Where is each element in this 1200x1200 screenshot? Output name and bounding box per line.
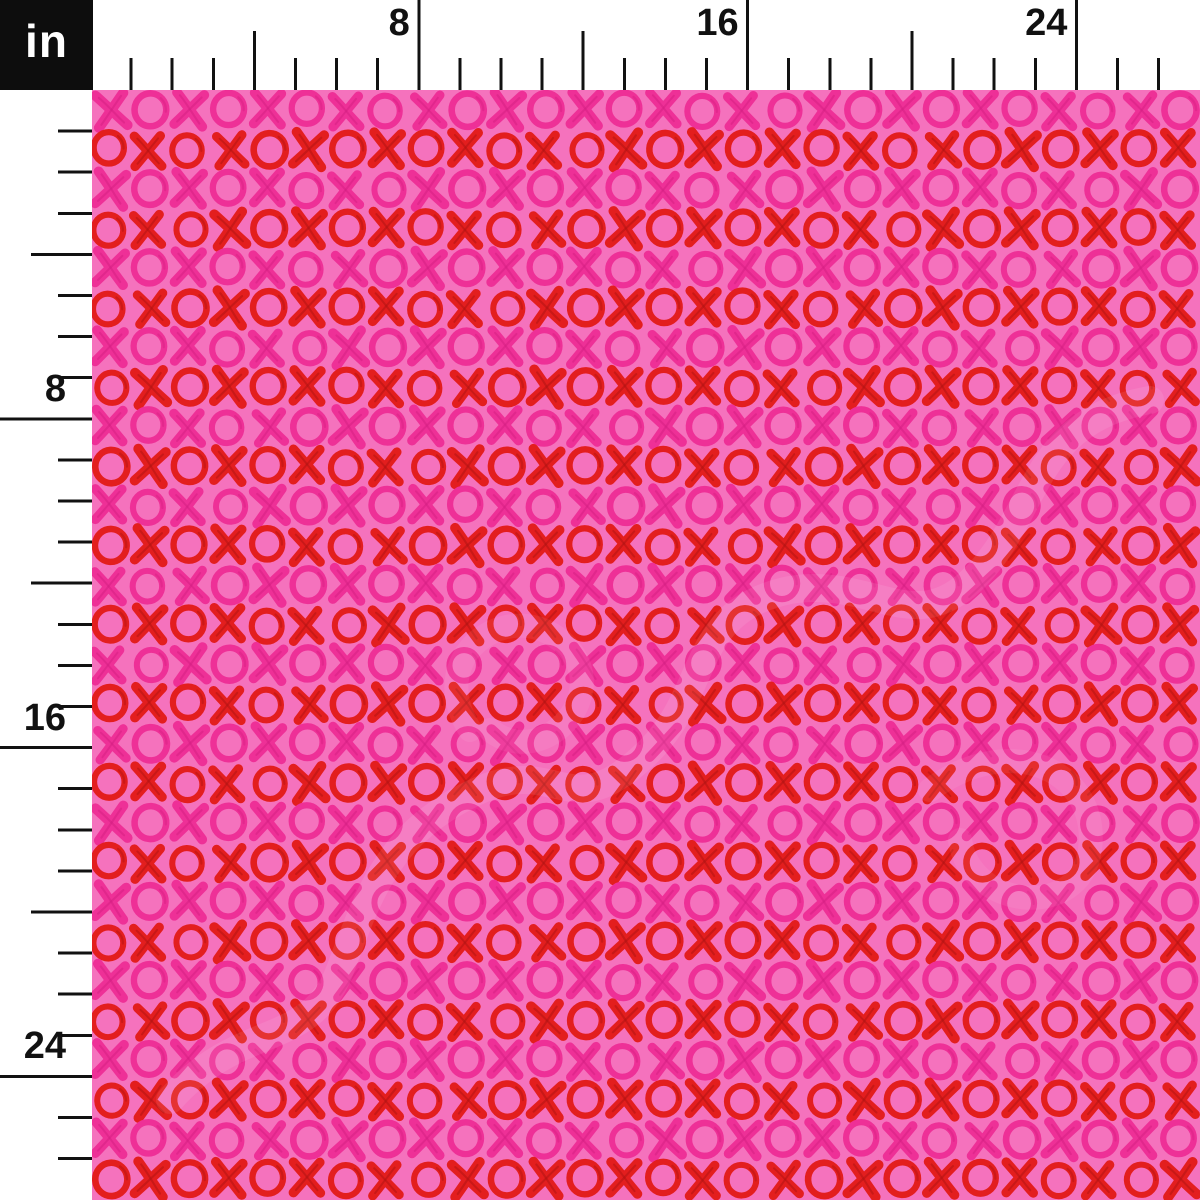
- xoxo-pattern-svg: [90, 90, 1200, 1200]
- top-ruler: 8 16 24: [0, 0, 1200, 90]
- left-ruler-ticks: [0, 129, 92, 1161]
- fabric-swatch: [90, 90, 1200, 1200]
- top-ruler-label-24: 24: [1025, 2, 1068, 44]
- left-ruler-label-24: 24: [23, 1025, 66, 1068]
- top-ruler-label-16: 16: [696, 2, 739, 44]
- unit-label-box: in: [0, 0, 93, 90]
- left-ruler: 8 16 24: [0, 0, 92, 1200]
- top-ruler-ticks: [129, 0, 1161, 90]
- unit-label: in: [25, 15, 68, 67]
- top-ruler-label-8: 8: [388, 2, 410, 44]
- left-ruler-label-8: 8: [44, 367, 66, 410]
- left-ruler-label-16: 16: [23, 696, 66, 739]
